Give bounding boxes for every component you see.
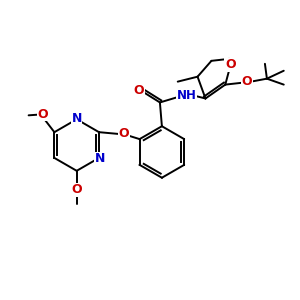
Text: NH: NH — [177, 89, 196, 102]
Text: O: O — [134, 84, 144, 97]
Text: O: O — [242, 75, 252, 88]
Text: O: O — [225, 58, 236, 71]
Text: N: N — [71, 112, 82, 125]
Text: O: O — [118, 127, 129, 140]
Text: O: O — [37, 108, 48, 121]
Text: N: N — [95, 152, 105, 165]
Text: O: O — [71, 183, 82, 196]
